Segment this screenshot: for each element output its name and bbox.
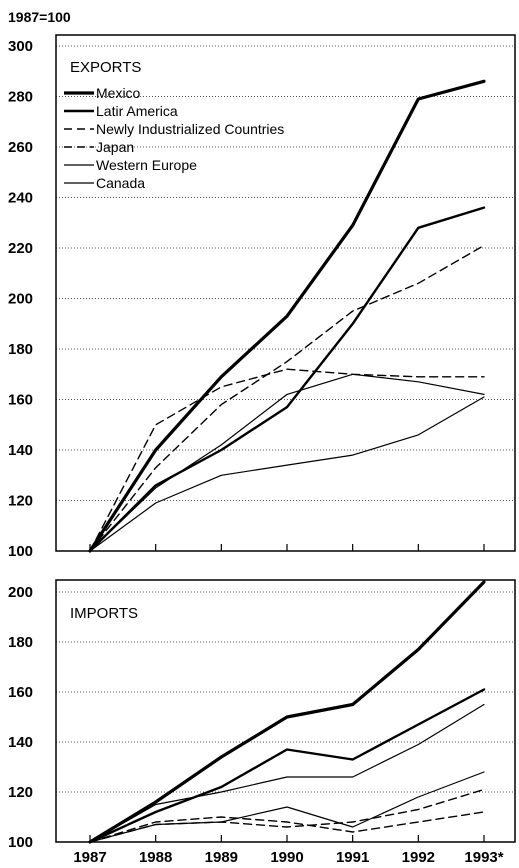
y-tick-label: 140 — [8, 442, 33, 459]
y-tick-label: 180 — [8, 341, 33, 358]
y-tick-label: 100 — [8, 834, 33, 851]
y-tick-label: 280 — [8, 89, 33, 106]
legend-label-newly-industrialized-countries: Newly Industrialized Countries — [96, 121, 284, 137]
x-tick-label: 1990 — [270, 849, 303, 866]
legend-label-japan: Japan — [96, 139, 134, 155]
y-tick-label: 200 — [8, 584, 33, 601]
legend-label-western-europe: Western Europe — [96, 157, 197, 173]
x-tick-label: 1993* — [464, 849, 503, 866]
exports-panel: 100 120 140 160 180 200 220 240 260 280 300 EXPORTS… — [8, 34, 516, 560]
legend-label-mexico: Mexico — [96, 85, 141, 101]
legend-label-canada: Canada — [96, 175, 145, 191]
series-line-mexico — [88, 580, 486, 844]
y-tick-label: 300 — [8, 38, 33, 55]
series-line-latir-america — [88, 206, 486, 553]
plot-frame — [55, 34, 516, 552]
imports-panel: 100 120 140 160 180 200 1987 1988 1989 1990 1991 19… — [8, 579, 516, 866]
y-tick-label: 180 — [8, 634, 33, 651]
series-line-mexico — [88, 79, 486, 553]
legend-label-latir-america: Latir America — [96, 103, 178, 119]
y-tick-label: 160 — [8, 684, 33, 701]
series-line-latir-america — [88, 688, 486, 844]
series-line-canada — [89, 396, 485, 552]
series-line-western-europe — [89, 373, 485, 552]
plot-frame — [55, 579, 516, 843]
y-tick-label: 240 — [8, 190, 33, 207]
series-line-western-europe — [89, 703, 485, 843]
panel-title: EXPORTS — [70, 59, 141, 76]
y-tick-label: 100 — [8, 543, 33, 560]
panel-title: IMPORTS — [70, 605, 138, 622]
x-tick-label: 1989 — [205, 849, 238, 866]
x-tick-label: 1987 — [73, 849, 106, 866]
series-line-japan — [89, 811, 485, 843]
x-tick-label: 1992 — [402, 849, 435, 866]
y-tick-label: 160 — [8, 392, 33, 409]
y-tick-label: 200 — [8, 291, 33, 308]
series-line-japan — [89, 368, 485, 552]
x-tick-label: 1988 — [139, 849, 172, 866]
x-tick-label: 1991 — [336, 849, 369, 866]
series-line-newly-industrialized-countries — [89, 244, 485, 552]
y-tick-label: 120 — [8, 784, 33, 801]
series-line-canada — [89, 771, 485, 843]
y-tick-label: 120 — [8, 493, 33, 510]
y-tick-label: 220 — [8, 240, 33, 257]
y-tick-label: 140 — [8, 734, 33, 751]
y-tick-label: 260 — [8, 139, 33, 156]
base-year-label: 1987=100 — [8, 9, 71, 25]
